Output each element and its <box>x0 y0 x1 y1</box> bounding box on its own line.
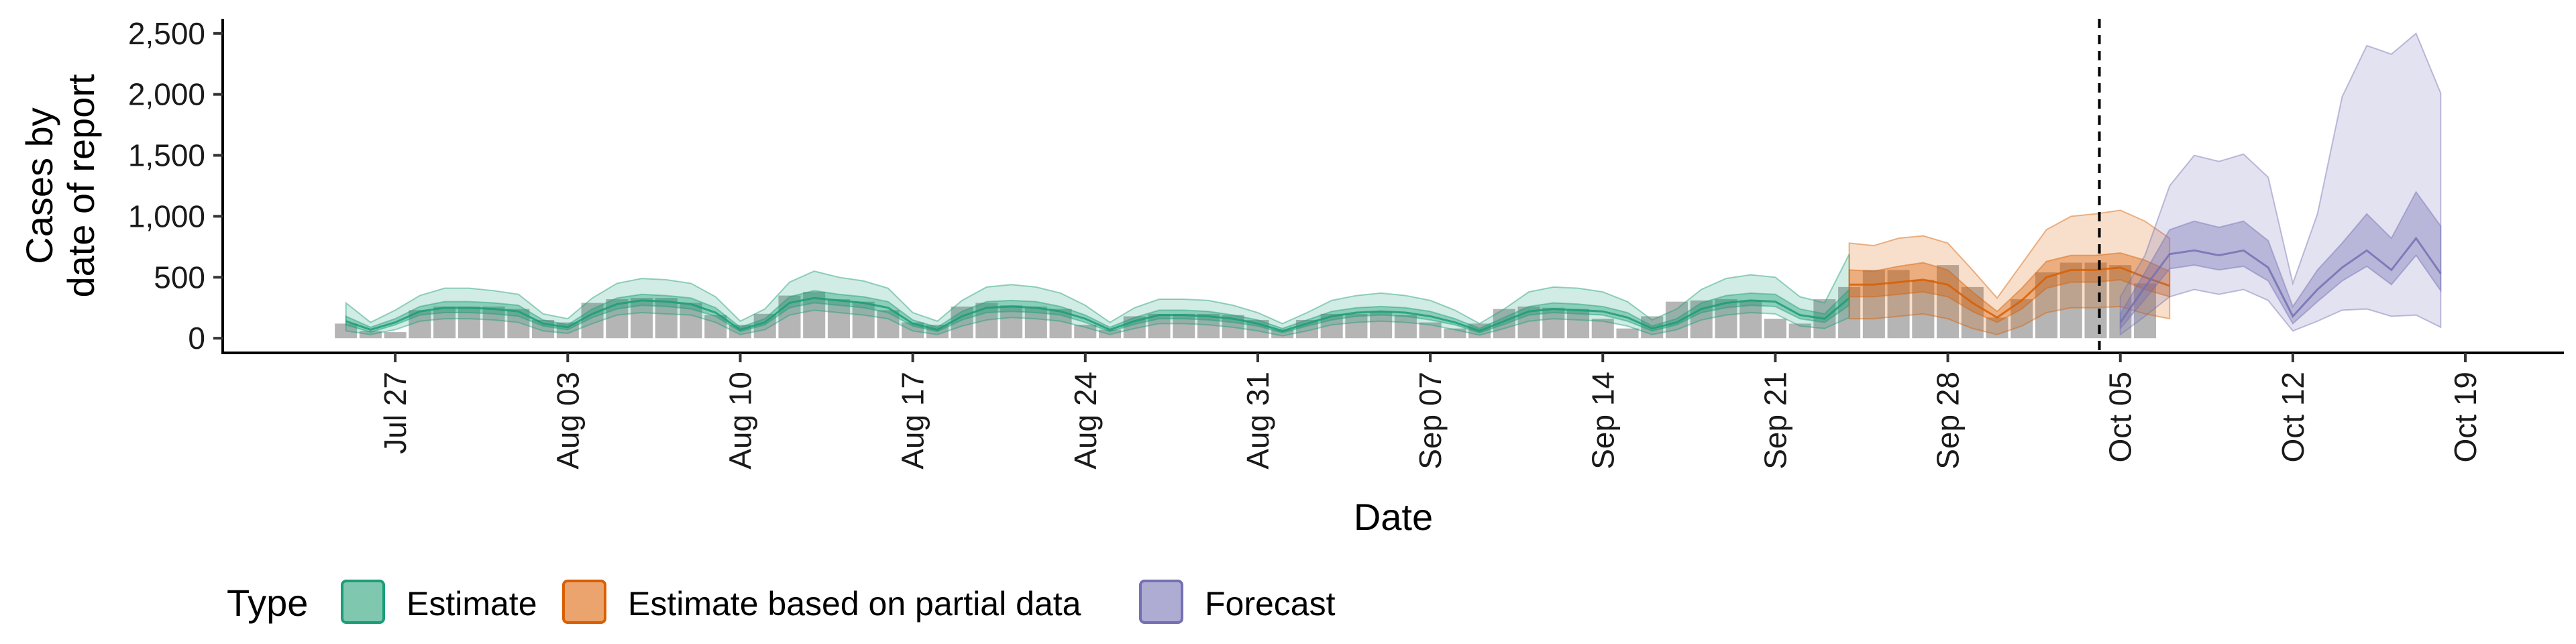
legend-label: Forecast <box>1205 585 1336 623</box>
median-line <box>2119 236 2442 323</box>
observed-bar <box>1591 319 1614 339</box>
series-partial <box>1848 209 2171 335</box>
observed-bar <box>507 309 530 339</box>
y-tick-label: 2,500 <box>128 16 205 51</box>
observed-bar <box>902 322 924 339</box>
legend-label: Estimate <box>407 585 537 623</box>
median-line <box>1849 266 2170 319</box>
legend-key <box>341 580 385 624</box>
observed-bar <box>1271 329 1294 339</box>
observed-bar <box>2133 283 2157 339</box>
observed-bar <box>1788 323 1811 339</box>
legend-key <box>1139 580 1183 624</box>
ribbon-90 <box>1848 209 2171 335</box>
observed-bar <box>1444 328 1466 339</box>
x-tick-label: Sep 14 <box>1585 372 1620 470</box>
observed-bar <box>753 313 776 339</box>
observed-bar <box>1000 305 1023 339</box>
observed-bar <box>1961 286 1984 339</box>
plot-area <box>335 19 2442 353</box>
x-tick-label: Oct 19 <box>2448 372 2483 463</box>
observed-bar <box>1912 279 1935 339</box>
observed-bar <box>2059 262 2082 339</box>
y-tick-label: 2,000 <box>128 77 205 112</box>
series-estimate <box>345 254 1850 337</box>
x-tick-label: Aug 31 <box>1240 372 1275 470</box>
observed-bar <box>482 306 505 339</box>
observed-bar <box>1739 300 1762 339</box>
observed-bar <box>1764 319 1786 339</box>
observed-bar <box>359 331 382 339</box>
x-axis-title: Date <box>1354 496 1433 538</box>
observed-bar <box>827 299 850 339</box>
y-axis-title-line: Cases by <box>18 107 60 264</box>
observed-bar <box>458 306 480 339</box>
observed-bar <box>951 306 973 339</box>
x-tick-label: Aug 17 <box>896 372 930 470</box>
observed-bar <box>1419 322 1442 339</box>
observed-bars <box>335 262 2157 339</box>
ribbon-90 <box>345 254 1850 337</box>
median-line <box>345 297 1850 332</box>
observed-bar <box>2084 262 2107 339</box>
legend-key <box>562 580 606 624</box>
observed-bar <box>630 298 653 339</box>
y-axis-title-line: date of report <box>60 74 102 298</box>
observed-bar <box>581 303 604 339</box>
observed-bar <box>2109 265 2132 339</box>
observed-bar <box>1937 265 1960 339</box>
legend-label: Estimate based on partial data <box>628 585 1081 623</box>
x-tick-label: Oct 12 <box>2275 372 2310 463</box>
observed-bar <box>1370 311 1393 339</box>
x-tick-label: Aug 24 <box>1068 372 1103 470</box>
observed-bar <box>606 299 629 339</box>
legend: Type Estimate Estimate based on partial da… <box>227 580 1336 624</box>
y-axis-title: Cases bydate of report <box>18 74 102 298</box>
x-tick-label: Aug 10 <box>722 372 757 470</box>
y-tick-label: 1,000 <box>128 199 205 233</box>
x-tick-label: Oct 05 <box>2103 372 2138 463</box>
x-tick-label: Sep 07 <box>1413 372 1448 470</box>
observed-bar <box>1542 307 1565 339</box>
observed-bar <box>433 306 456 339</box>
y-tick-label: 0 <box>188 321 205 356</box>
observed-bar <box>852 301 875 339</box>
observed-bar <box>384 332 407 339</box>
legend-title: Type <box>227 582 308 624</box>
observed-bar <box>1024 306 1047 339</box>
x-tick-label: Sep 28 <box>1931 372 1966 470</box>
observed-bar <box>1986 317 2008 339</box>
x-tick-label: Sep 21 <box>1758 372 1792 470</box>
series-forecast <box>2119 32 2442 336</box>
observed-bar <box>1566 309 1590 339</box>
observed-bar <box>335 323 358 339</box>
observed-bar <box>1394 315 1417 339</box>
observed-bar <box>1862 270 1885 339</box>
observed-bar <box>1098 329 1122 339</box>
observed-bar <box>655 298 678 339</box>
ribbon-90 <box>2119 32 2442 336</box>
observed-bar <box>1665 301 1688 339</box>
y-tick-label: 500 <box>154 260 205 294</box>
observed-bar <box>680 303 702 339</box>
ribbon-50 <box>2119 191 2442 331</box>
y-tick-label: 1,500 <box>128 138 205 173</box>
observed-bar <box>1173 313 1195 339</box>
observed-bar <box>1074 325 1097 339</box>
observed-bar <box>877 310 900 339</box>
x-tick-label: Jul 27 <box>378 372 413 454</box>
x-tick-label: Aug 03 <box>550 372 585 470</box>
observed-bar <box>1838 286 1861 339</box>
axes: 0 500 1,000 1,500 2,000 2,500 Jul 27 Aug 03 Aug … <box>128 16 2564 470</box>
observed-bar <box>1616 328 1639 339</box>
observed-bar <box>1345 313 1368 339</box>
